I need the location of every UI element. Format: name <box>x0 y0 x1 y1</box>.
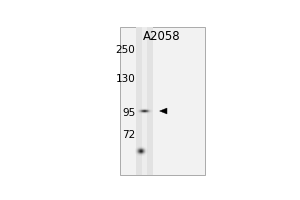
Text: A2058: A2058 <box>143 30 181 43</box>
Bar <box>120 27 205 175</box>
Polygon shape <box>160 108 167 114</box>
Text: 95: 95 <box>122 108 135 118</box>
Text: 130: 130 <box>116 74 135 84</box>
Bar <box>136 27 153 175</box>
Text: 250: 250 <box>116 45 135 55</box>
Text: 72: 72 <box>122 130 135 140</box>
Bar <box>142 27 147 175</box>
